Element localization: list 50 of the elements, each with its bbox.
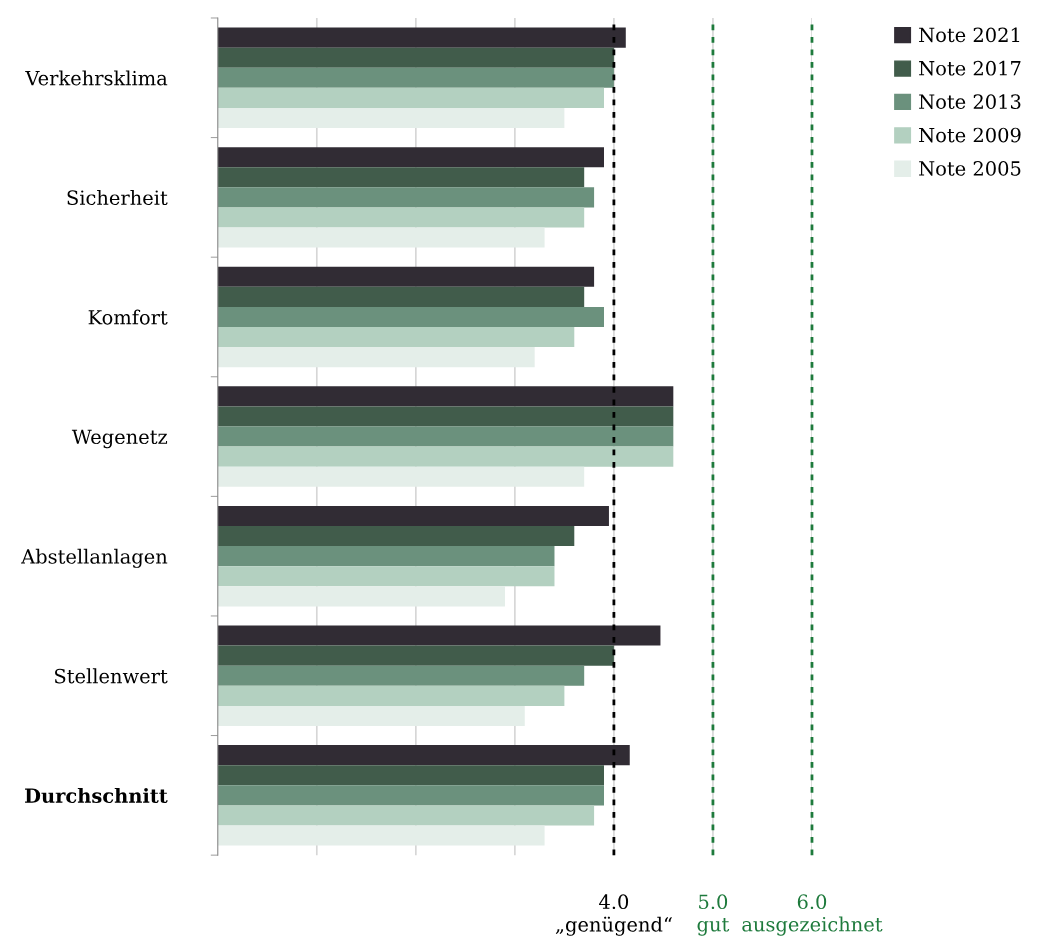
y-tick-label: Wegenetz: [71, 429, 168, 449]
bar: [217, 705, 525, 726]
bar: [217, 147, 604, 168]
x-tick-label: 5.0 gut: [697, 894, 730, 936]
bar: [217, 546, 555, 567]
bar: [217, 87, 604, 108]
bar: [217, 526, 575, 547]
y-tick-label: Abstellanlagen: [21, 548, 168, 568]
bar: [217, 745, 630, 766]
bar: [217, 227, 545, 248]
bar: [217, 406, 674, 427]
bar: [217, 347, 535, 368]
bar: [217, 187, 595, 208]
bar: [217, 665, 585, 686]
bar: [217, 67, 614, 88]
y-tick-label: Komfort: [88, 309, 168, 325]
bar: [217, 446, 674, 467]
y-tick-label: Stellenwert: [55, 668, 168, 684]
legend-label: Note 2017: [919, 60, 1021, 76]
bar: [217, 386, 674, 407]
bar: [217, 286, 585, 307]
bar: [217, 685, 565, 706]
y-tick-label: Durchschnitt: [25, 787, 168, 804]
bar: [217, 47, 614, 68]
legend-label: Note 2005: [919, 161, 1021, 176]
legend-label: Note 2021: [919, 27, 1020, 43]
y-tick-label: Sicherheit: [67, 189, 168, 206]
bar: [217, 586, 505, 607]
bar: [217, 327, 575, 348]
legend-label: Note 2009: [919, 127, 1021, 143]
legend-label: Note 2013: [919, 94, 1021, 109]
bar: [217, 167, 585, 188]
bar: [217, 306, 604, 328]
y-tick-label: Verkehrsklima: [25, 70, 168, 86]
bar: [217, 266, 595, 287]
bar: [217, 805, 595, 826]
x-tick-label: 4.0 „genügend“: [555, 894, 672, 936]
bar: [217, 785, 604, 806]
bar: [217, 207, 585, 228]
bar: [217, 566, 555, 587]
bar: [217, 426, 674, 447]
bar: [217, 645, 614, 666]
bar: [217, 505, 609, 527]
bar: [217, 107, 565, 129]
bar: [217, 825, 545, 846]
bar: [217, 466, 585, 487]
bar: [217, 765, 604, 786]
x-tick-label: 6.0 ausgezeichnet: [742, 894, 883, 936]
bar: [217, 625, 661, 646]
bar: [217, 27, 626, 48]
